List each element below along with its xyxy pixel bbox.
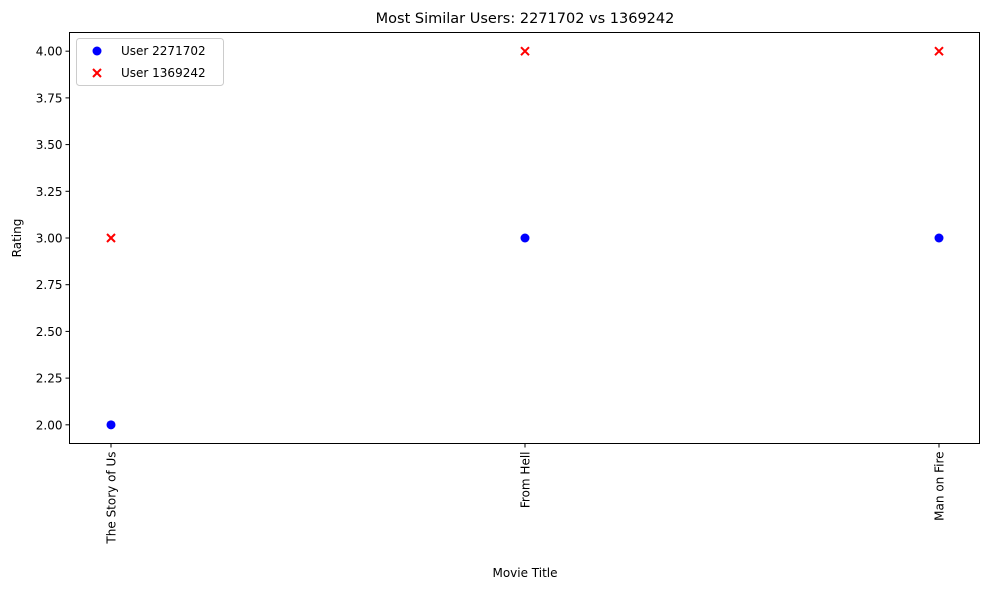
chart-title: Most Similar Users: 2271702 vs 1369242: [376, 11, 675, 27]
y-tick-label: 3.00: [36, 232, 63, 246]
y-tick-label: 3.25: [36, 185, 63, 199]
x-tick-label-man-on-fire: Man on Fire: [933, 452, 947, 521]
legend-label-user-2271702: User 2271702: [121, 44, 206, 58]
y-tick-label: 3.75: [36, 91, 63, 105]
x-tick-label-the-story-of-us: The Story of Us: [105, 452, 119, 545]
y-tick-label: 4.00: [36, 45, 63, 59]
legend-box: [76, 38, 224, 86]
y-tick-label: 2.00: [36, 418, 63, 432]
x-axis-ticks: The Story of Us From Hell Man on Fire: [105, 443, 947, 545]
point-user-2271702-the-story-of-us: [106, 420, 116, 430]
plot-area-frame: [69, 32, 980, 444]
legend: User 2271702 User 1369242: [76, 38, 224, 86]
point-user-1369242-the-story-of-us: [106, 233, 116, 243]
data-points: [106, 46, 944, 430]
point-user-1369242-man-on-fire: [934, 46, 944, 56]
legend-marker-user-2271702: [92, 46, 102, 56]
x-tick-label-from-hell: From Hell: [519, 452, 533, 509]
legend-label-user-1369242: User 1369242: [121, 66, 206, 80]
y-axis-ticks: 2.00 2.25 2.50 2.75 3.00 3.25 3.50 3.75 4.00: [36, 45, 70, 432]
y-axis-label: Rating: [10, 219, 24, 258]
y-tick-label: 3.50: [36, 138, 63, 152]
point-user-2271702-man-on-fire: [934, 233, 944, 243]
y-tick-label: 2.75: [36, 278, 63, 292]
y-tick-label: 2.50: [36, 325, 63, 339]
y-tick-label: 2.25: [36, 372, 63, 386]
point-user-2271702-from-hell: [520, 233, 530, 243]
x-axis-label: Movie Title: [492, 566, 557, 580]
point-user-1369242-from-hell: [520, 46, 530, 56]
legend-marker-user-1369242: [92, 68, 102, 78]
